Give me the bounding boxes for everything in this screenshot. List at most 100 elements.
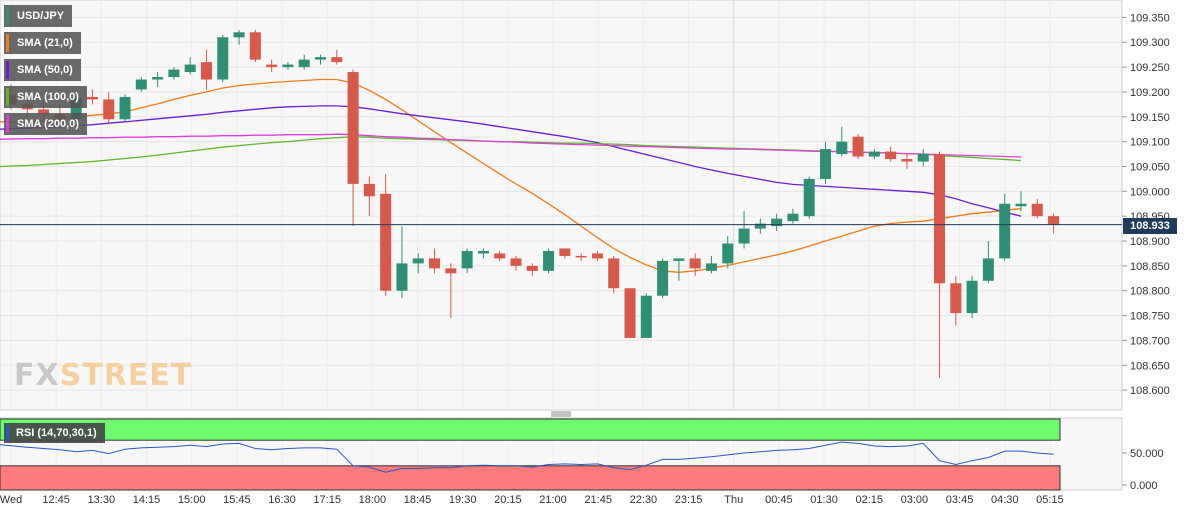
candle-down	[526, 263, 538, 276]
candle-down	[689, 253, 701, 276]
candle-body	[673, 258, 685, 261]
legend-sma-50[interactable]: SMA (50,0)	[4, 59, 81, 81]
candle-down	[86, 89, 98, 105]
candle-body	[901, 159, 913, 162]
legend-sma-200[interactable]: SMA (200,0)	[4, 113, 87, 135]
candle-down	[608, 255, 620, 294]
candle-up	[168, 67, 180, 80]
candle-up	[836, 126, 848, 157]
candle-down	[852, 134, 864, 160]
candle-body	[168, 69, 180, 78]
candle-up	[722, 236, 734, 269]
sma-21-swatch	[6, 34, 9, 52]
candle-body	[135, 79, 147, 90]
time-tick-label: 03:00	[901, 494, 929, 506]
candle-up	[184, 57, 196, 75]
time-tick-label: 18:45	[404, 494, 432, 506]
price-tick-label: 109.250	[1130, 62, 1170, 74]
time-tick-label: 17:15	[313, 494, 341, 506]
time-tick-label: 04:30	[991, 494, 1019, 506]
candle-body	[950, 283, 962, 314]
price-tick-label: 108.600	[1130, 385, 1170, 397]
time-tick-label: Thu	[724, 494, 743, 506]
candle-up	[917, 149, 929, 167]
sma-21-line	[0, 78, 1022, 273]
sma-50-label: SMA (50,0)	[17, 64, 73, 76]
candle-body	[722, 243, 734, 264]
candle-up	[673, 258, 685, 281]
rsi-label: RSI (14,70,30,1)	[16, 427, 97, 439]
sma-200-swatch	[6, 115, 9, 133]
candle-down	[624, 288, 636, 338]
time-tick-label: 02:15	[855, 494, 883, 506]
candle-up	[461, 248, 473, 274]
time-tick-label: 14:15	[133, 494, 161, 506]
candle-body	[966, 280, 978, 314]
candle-down	[1048, 213, 1060, 234]
candle-up	[738, 211, 750, 249]
candle-up	[135, 77, 147, 92]
price-tick-label: 108.800	[1130, 286, 1170, 298]
candle-body	[363, 183, 375, 197]
candle-body	[1048, 216, 1060, 225]
sma-200-label: SMA (200,0)	[17, 118, 79, 130]
legend-rsi[interactable]: RSI (14,70,30,1)	[4, 423, 105, 443]
candle-down	[445, 263, 457, 319]
candle-body	[282, 64, 294, 68]
price-tick-label: 109.150	[1130, 112, 1170, 124]
rsi-tick-label: 50.000	[1130, 448, 1164, 460]
candle-up	[868, 149, 880, 160]
candle-body	[298, 59, 310, 68]
time-tick-label: 15:00	[178, 494, 206, 506]
time-tick-label: 15:45	[223, 494, 251, 506]
candle-down	[266, 59, 278, 73]
price-tick-label: 109.350	[1130, 12, 1170, 24]
candle-body	[820, 149, 831, 179]
sma-21-label: SMA (21,0)	[17, 37, 73, 49]
legend-sma-100[interactable]: SMA (100,0)	[4, 86, 87, 108]
candle-down	[429, 248, 441, 274]
price-tick-label: 109.100	[1130, 137, 1170, 149]
candle-up	[787, 208, 799, 224]
candle-body	[999, 203, 1011, 259]
candle-up	[477, 248, 489, 259]
price-tick-label: 108.900	[1130, 236, 1170, 248]
pane-resize-handle[interactable]	[551, 411, 571, 417]
price-pane[interactable]	[0, 0, 1123, 411]
candle-down	[103, 91, 115, 125]
candle-body	[771, 218, 783, 227]
candle-body	[803, 178, 815, 217]
candle-up	[982, 241, 994, 284]
candle-body	[657, 260, 669, 296]
price-tick-label: 108.650	[1130, 360, 1170, 372]
rsi-overbought-zone	[0, 418, 1061, 441]
candle-up	[315, 54, 327, 65]
symbol-label: USD/JPY	[17, 10, 65, 22]
time-tick-label: 22:30	[630, 494, 658, 506]
candle-up	[396, 226, 408, 299]
candle-body	[331, 57, 343, 63]
time-tick-label: 13:30	[88, 494, 116, 506]
candle-up	[217, 34, 229, 82]
time-tick-label: 20:15	[494, 494, 522, 506]
candle-body	[233, 32, 245, 38]
candles	[5, 29, 1060, 378]
candle-down	[331, 49, 343, 65]
time-tick-label: 16:30	[268, 494, 296, 506]
rsi-tick-label: 0.000	[1130, 480, 1158, 492]
sma-50-line	[0, 105, 1022, 217]
legend-symbol[interactable]: USD/JPY	[4, 5, 73, 27]
candle-body	[461, 250, 473, 269]
time-tick-label: 01:30	[810, 494, 838, 506]
candle-body	[787, 213, 799, 222]
watermark-street: STREET	[59, 358, 193, 393]
price-tick-label: 108.850	[1130, 261, 1170, 273]
price-tick-label: 109.300	[1130, 37, 1170, 49]
price-tick-label: 109.050	[1130, 161, 1170, 173]
legend-sma-21[interactable]: SMA (21,0)	[4, 32, 81, 54]
candle-up	[820, 141, 831, 184]
time-tick-label: Wed	[0, 494, 22, 506]
candle-up	[282, 62, 294, 70]
